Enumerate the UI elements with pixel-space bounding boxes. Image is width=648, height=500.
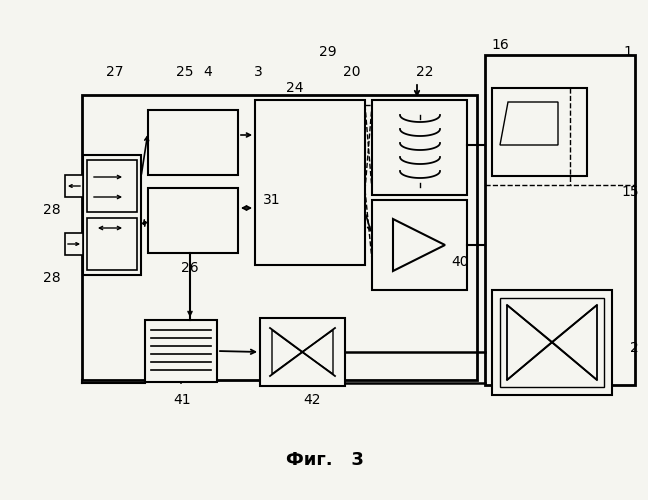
Text: 42: 42 xyxy=(303,393,321,407)
Bar xyxy=(65,175,83,197)
Text: 29: 29 xyxy=(319,45,337,59)
Bar xyxy=(82,95,477,380)
Text: 4: 4 xyxy=(203,65,213,79)
Text: 1: 1 xyxy=(623,45,632,59)
Bar xyxy=(492,88,587,176)
Text: 25: 25 xyxy=(176,65,194,79)
Bar xyxy=(148,110,238,175)
Text: 3: 3 xyxy=(253,65,262,79)
Text: 24: 24 xyxy=(286,81,304,95)
Bar xyxy=(492,290,612,395)
Bar xyxy=(372,100,467,195)
Text: 28: 28 xyxy=(43,271,61,285)
Bar xyxy=(87,160,137,212)
Text: 31: 31 xyxy=(263,193,281,207)
Bar xyxy=(500,298,604,387)
Bar xyxy=(145,320,217,382)
Bar xyxy=(255,100,365,265)
Text: 26: 26 xyxy=(181,261,199,275)
Bar xyxy=(87,218,137,270)
Text: 22: 22 xyxy=(416,65,434,79)
Bar xyxy=(260,318,345,386)
Bar xyxy=(83,155,141,275)
Bar xyxy=(485,55,635,385)
Text: 27: 27 xyxy=(106,65,124,79)
Bar xyxy=(372,200,467,290)
Text: 2: 2 xyxy=(630,341,638,355)
Text: 41: 41 xyxy=(173,393,191,407)
Text: 15: 15 xyxy=(621,185,639,199)
Text: 40: 40 xyxy=(451,255,469,269)
Text: 20: 20 xyxy=(343,65,361,79)
Bar xyxy=(148,188,238,253)
Bar xyxy=(65,233,83,255)
Text: 28: 28 xyxy=(43,203,61,217)
Text: 16: 16 xyxy=(491,38,509,52)
Text: Фиг.   3: Фиг. 3 xyxy=(286,451,364,469)
